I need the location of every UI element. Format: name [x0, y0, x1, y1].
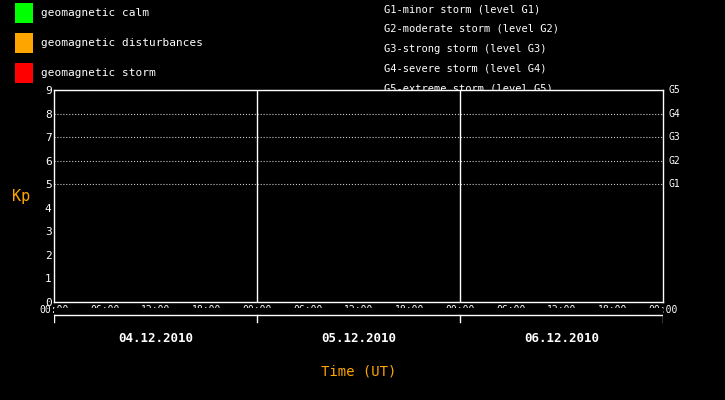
Text: G5-extreme storm (level G5): G5-extreme storm (level G5) — [384, 83, 553, 93]
Text: G1: G1 — [669, 179, 681, 189]
Text: 05.12.2010: 05.12.2010 — [321, 332, 397, 344]
Bar — [14, 62, 33, 83]
Text: geomagnetic disturbances: geomagnetic disturbances — [41, 38, 203, 48]
Text: G5: G5 — [669, 85, 681, 95]
Text: G2: G2 — [669, 156, 681, 166]
Text: Kp: Kp — [12, 188, 30, 204]
Text: 06.12.2010: 06.12.2010 — [524, 332, 600, 344]
Text: G1-minor storm (level G1): G1-minor storm (level G1) — [384, 4, 541, 14]
Text: G3-strong storm (level G3): G3-strong storm (level G3) — [384, 44, 547, 54]
Text: 04.12.2010: 04.12.2010 — [118, 332, 194, 344]
Text: G4-severe storm (level G4): G4-severe storm (level G4) — [384, 64, 547, 74]
Text: geomagnetic storm: geomagnetic storm — [41, 68, 156, 78]
Text: Time (UT): Time (UT) — [321, 365, 397, 379]
Text: G3: G3 — [669, 132, 681, 142]
Text: G4: G4 — [669, 108, 681, 118]
Bar — [14, 3, 33, 23]
Text: G2-moderate storm (level G2): G2-moderate storm (level G2) — [384, 24, 559, 34]
Bar — [14, 33, 33, 53]
Text: geomagnetic calm: geomagnetic calm — [41, 8, 149, 18]
